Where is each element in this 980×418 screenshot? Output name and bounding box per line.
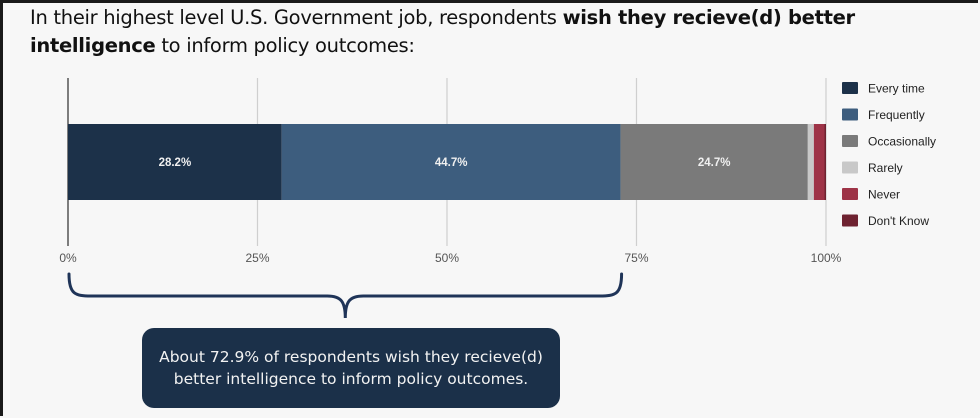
legend-label: Every time	[868, 82, 925, 96]
legend-swatch	[842, 135, 858, 147]
title-prefix: In their highest level U.S. Government j…	[30, 6, 563, 29]
bar-segment-rarely	[807, 124, 814, 200]
legend-label: Don't Know	[868, 214, 929, 228]
bar-segment-every-time	[68, 124, 282, 200]
bar-segment-frequently	[281, 124, 621, 200]
title-suffix: to inform policy outcomes:	[155, 34, 415, 57]
title-bold: wish they recieve(d) better intelligence	[30, 6, 855, 57]
legend-swatch	[842, 214, 858, 227]
x-tick-label: 100%	[811, 251, 842, 265]
callout-box: About 72.9% of respondents wish they rec…	[142, 328, 560, 408]
data-label: 24.7%	[698, 157, 731, 169]
legend-swatch	[842, 161, 858, 174]
x-tick-label: 50%	[435, 251, 459, 265]
x-tick-label: 0%	[59, 251, 77, 265]
brace-annotation	[67, 272, 624, 319]
callout-text: About 72.9% of respondents wish they rec…	[159, 348, 543, 388]
page-title: In their highest level U.S. Government j…	[30, 4, 970, 60]
legend-label: Frequently	[868, 108, 925, 122]
legend-swatch	[842, 108, 858, 121]
legend-swatch	[842, 188, 858, 200]
data-label: 28.2%	[159, 157, 192, 169]
data-label: 44.7%	[435, 157, 468, 169]
stacked-bar-chart: 28.2% 44.7% 24.7% 0% 25% 50% 75% 100% Every ti…	[59, 78, 936, 319]
legend-swatch	[842, 82, 858, 94]
bar-segment-never	[813, 124, 825, 200]
x-tick-label: 25%	[245, 251, 269, 265]
bar-segment-occasionally	[620, 124, 808, 200]
x-tick-label: 75%	[624, 251, 648, 265]
bar-segment-don-t-know	[824, 124, 826, 200]
legend-label: Rarely	[868, 161, 903, 175]
legend-label: Never	[868, 188, 900, 202]
legend-label: Occasionally	[868, 135, 936, 149]
